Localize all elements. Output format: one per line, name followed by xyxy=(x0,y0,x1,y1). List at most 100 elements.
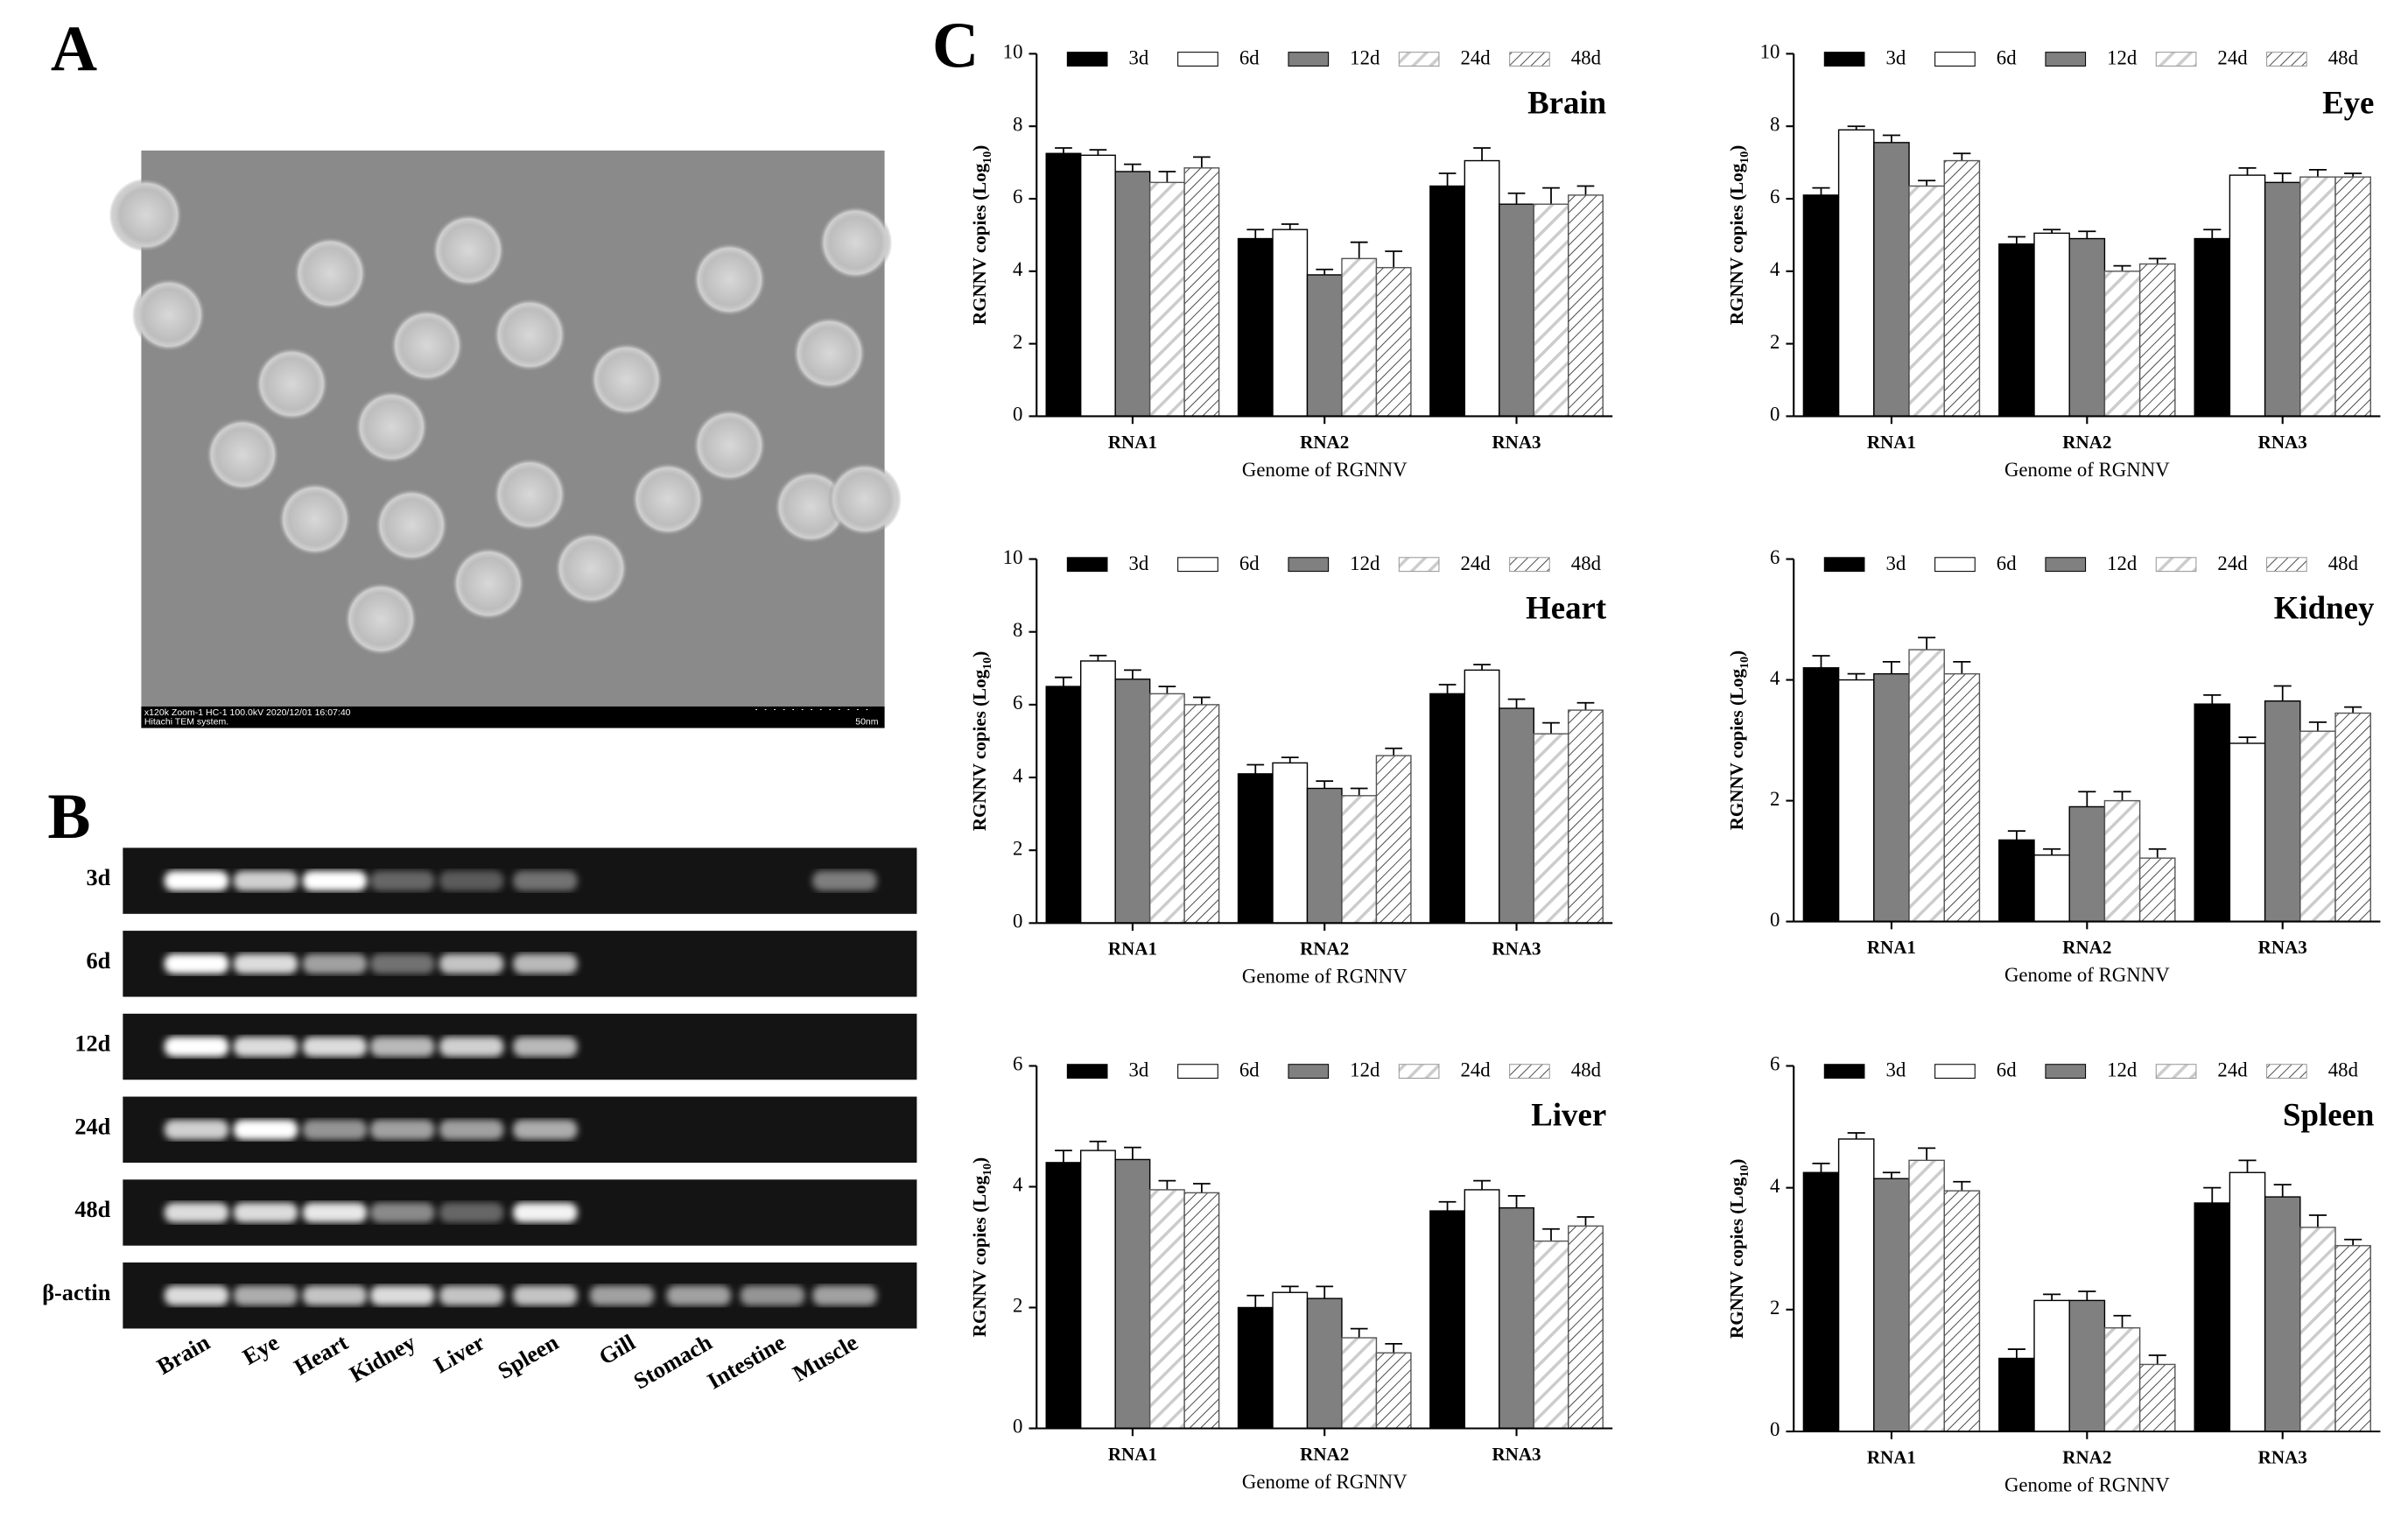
y-tick-label: 2 xyxy=(1013,331,1022,353)
bar xyxy=(2033,232,2070,418)
bar xyxy=(1045,1162,1082,1430)
bar xyxy=(1464,159,1500,418)
legend-label: 6d xyxy=(1239,552,1260,574)
x-tick-label: RNA3 xyxy=(1492,432,1541,453)
y-axis-label-part: RGNNV copies (Log xyxy=(969,163,990,325)
gel-band xyxy=(164,1119,229,1140)
y-axis-label-part: RGNNV copies (Log xyxy=(969,669,990,831)
bar xyxy=(1464,1189,1500,1430)
bar xyxy=(1183,704,1220,925)
legend-swatch xyxy=(1066,1064,1108,1079)
y-tick-label: 4 xyxy=(1013,764,1023,786)
y-tick-label: 4 xyxy=(1013,1174,1023,1196)
error-bar xyxy=(1507,192,1526,205)
bar xyxy=(1873,142,1910,418)
bar xyxy=(2138,857,2176,923)
bar xyxy=(1998,1357,2035,1432)
bar xyxy=(1341,257,1378,418)
bar xyxy=(1237,773,1274,925)
virus-particle xyxy=(827,462,902,537)
bar xyxy=(1533,1240,1569,1430)
bar xyxy=(1114,679,1151,925)
gel-band xyxy=(439,1119,504,1140)
error-bar xyxy=(1192,156,1211,168)
error-bar xyxy=(1124,669,1141,679)
virus-particle xyxy=(631,462,706,537)
bar xyxy=(1183,167,1220,418)
bar xyxy=(1148,1189,1185,1430)
gel-band xyxy=(302,953,368,974)
error-bar xyxy=(1055,147,1072,154)
legend-label: 3d xyxy=(1129,47,1149,69)
legend-label: 3d xyxy=(1885,552,1906,574)
y-axis-label: RGNNV copies (Log10) xyxy=(969,651,994,831)
y-axis-label-part: ) xyxy=(1726,145,1747,151)
bar xyxy=(1908,185,1945,418)
panel-label: C xyxy=(932,10,979,81)
gel-band xyxy=(512,1037,578,1057)
error-bar xyxy=(1055,1150,1072,1163)
bar xyxy=(1306,1297,1343,1430)
bar xyxy=(2264,181,2301,418)
legend-label: 3d xyxy=(1885,47,1906,69)
y-tick-label: 8 xyxy=(1770,113,1780,135)
x-tick-label: RNA3 xyxy=(1492,1444,1541,1465)
gel-band xyxy=(302,1285,368,1306)
bar xyxy=(1533,733,1569,925)
gel-band xyxy=(439,1285,504,1306)
bar xyxy=(2194,703,2231,923)
error-bar xyxy=(1089,654,1107,661)
bar xyxy=(1802,1171,1840,1432)
legend-label: 24d xyxy=(1460,552,1491,574)
error-bar xyxy=(2007,1348,2025,1359)
virus-particle xyxy=(375,488,449,563)
error-bar xyxy=(2308,1214,2327,1227)
bar xyxy=(2103,1327,2141,1432)
error-bar xyxy=(1918,179,1936,186)
bar xyxy=(1568,709,1604,925)
bar xyxy=(1341,795,1378,925)
error-bar xyxy=(1507,698,1526,709)
bar xyxy=(2334,712,2371,923)
x-tick-label: RNA1 xyxy=(1867,937,1916,958)
error-bar xyxy=(2113,264,2131,271)
legend-label: 12d xyxy=(1350,552,1380,574)
error-bar xyxy=(1953,1180,1971,1192)
error-bar xyxy=(1246,1294,1265,1308)
x-tick-label: RNA2 xyxy=(2062,937,2111,958)
legend-swatch xyxy=(1288,557,1330,573)
gel-band xyxy=(439,1037,504,1057)
bar xyxy=(1045,686,1082,925)
bar xyxy=(2229,1171,2266,1432)
y-tick-label: 0 xyxy=(1013,404,1022,425)
error-bar xyxy=(1089,149,1107,156)
error-bar xyxy=(2043,1293,2061,1301)
error-bar xyxy=(1812,1162,1830,1173)
x-axis-label: Genome of RGNNV xyxy=(2004,459,2170,481)
bar xyxy=(2334,1245,2371,1432)
y-axis-label-part: ) xyxy=(969,651,990,658)
y-axis-label-part: 10 xyxy=(1738,1165,1752,1178)
y-axis-label-part: 10 xyxy=(980,1164,994,1176)
bar xyxy=(1114,1158,1151,1430)
gel-band xyxy=(164,1037,229,1057)
y-tick-label: 10 xyxy=(1760,41,1780,63)
virus-particle xyxy=(493,457,567,531)
bar xyxy=(1045,152,1082,418)
bar xyxy=(1837,679,1875,923)
legend-swatch xyxy=(1066,557,1108,573)
x-axis-label: Genome of RGNNV xyxy=(2004,1473,2170,1495)
virus-particle xyxy=(792,316,867,390)
error-bar xyxy=(1507,1194,1526,1208)
error-bar xyxy=(1438,684,1457,694)
gel-lane-label: Brain xyxy=(152,1329,214,1379)
bar xyxy=(1272,229,1309,418)
legend-swatch xyxy=(1823,1064,1865,1079)
bar xyxy=(2229,742,2266,923)
error-bar xyxy=(1918,1147,1936,1161)
legend-swatch xyxy=(2155,1064,2197,1079)
error-bar xyxy=(1473,664,1491,671)
legend-swatch xyxy=(2266,52,2307,67)
y-tick-label: 6 xyxy=(1013,186,1022,207)
